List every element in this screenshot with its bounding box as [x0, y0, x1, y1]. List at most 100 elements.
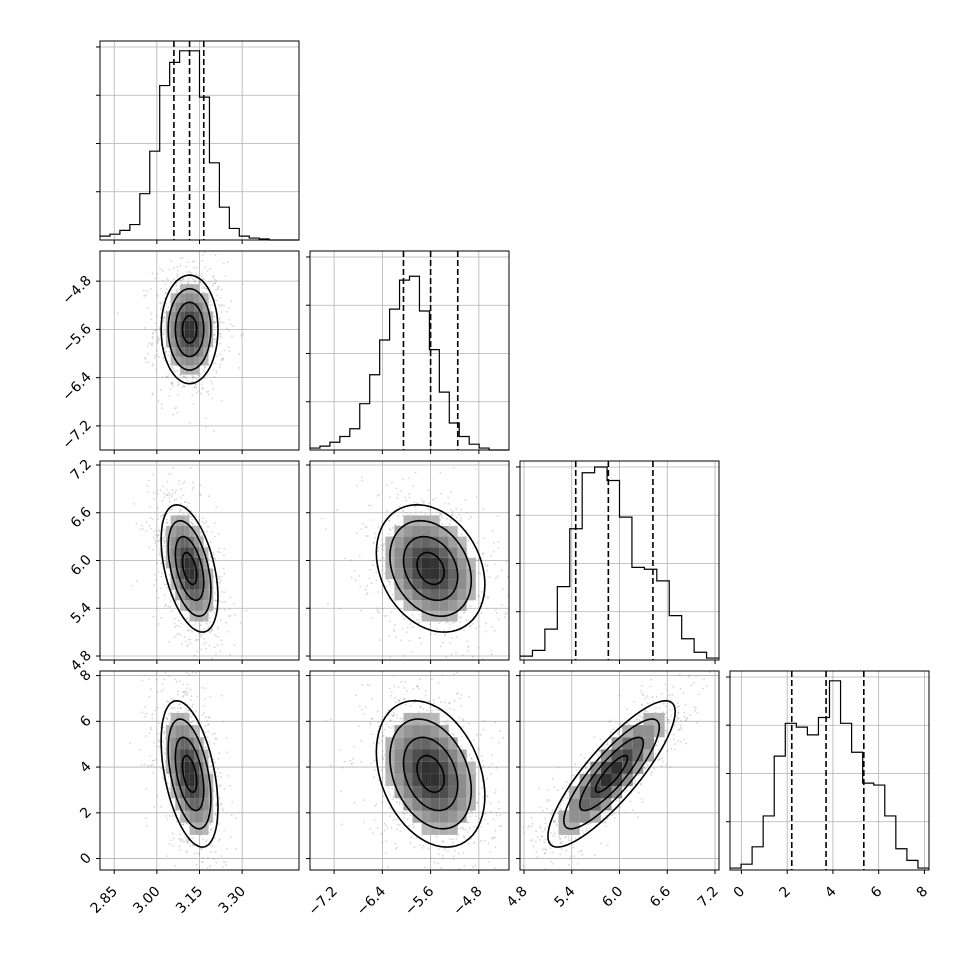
sample-point: [455, 693, 458, 695]
sample-point: [155, 277, 158, 280]
sample-point: [412, 826, 415, 828]
sample-point: [228, 350, 231, 353]
sample-point: [171, 384, 174, 387]
sample-point: [223, 349, 226, 352]
sample-point: [403, 812, 406, 815]
sample-point: [218, 547, 221, 550]
sample-point: [325, 528, 327, 531]
sample-point: [177, 711, 179, 713]
sample-point: [162, 538, 164, 540]
sample-point: [464, 828, 467, 831]
sample-point: [176, 265, 179, 268]
sample-point: [476, 802, 479, 805]
sample-point: [203, 251, 206, 254]
x-tick-label: 3.30: [216, 884, 249, 917]
sample-point: [222, 567, 225, 570]
sample-point: [380, 769, 383, 771]
sample-point: [491, 838, 494, 840]
sample-point: [218, 607, 220, 610]
sample-point: [219, 305, 222, 308]
sample-point: [216, 299, 219, 302]
sample-point: [218, 332, 221, 335]
sample-point: [148, 546, 151, 549]
panel-1-1: [306, 250, 510, 454]
sample-point: [359, 586, 362, 588]
density-cell: [421, 600, 431, 611]
sample-point: [169, 509, 172, 512]
sample-point: [448, 523, 451, 526]
sample-point: [182, 384, 185, 387]
sample-point: [228, 329, 231, 332]
sample-point: [149, 517, 152, 519]
sample-point: [400, 681, 403, 684]
sample-point: [150, 312, 153, 315]
sample-point: [201, 259, 204, 262]
sample-point: [222, 358, 225, 361]
sample-point: [472, 866, 474, 868]
sample-point: [449, 838, 452, 841]
sample-point: [494, 829, 497, 832]
sample-point: [196, 378, 199, 381]
sample-point: [163, 678, 166, 681]
sample-point: [382, 757, 385, 760]
sample-point: [163, 359, 166, 362]
sample-point: [199, 531, 202, 534]
density-cell: [189, 356, 195, 366]
sample-point: [175, 633, 178, 636]
sample-point: [213, 553, 216, 556]
sample-point: [489, 802, 492, 805]
sample-point: [144, 356, 147, 359]
density-cell: [184, 293, 190, 303]
sample-point: [219, 342, 221, 345]
sample-point: [167, 354, 170, 357]
sample-point: [199, 281, 202, 284]
sample-point: [199, 281, 202, 284]
sample-point: [162, 316, 165, 318]
x-tick-label: −5.6: [402, 883, 437, 918]
density-cell: [457, 589, 467, 601]
sample-point: [186, 282, 189, 285]
sample-point: [228, 318, 231, 321]
sample-point: [213, 326, 216, 328]
sample-point: [449, 623, 451, 625]
sample-point: [468, 827, 471, 830]
sample-point: [418, 637, 421, 639]
density-cell: [203, 320, 209, 330]
sample-point: [162, 556, 165, 559]
sample-point: [175, 284, 178, 287]
sample-point: [166, 480, 169, 483]
sample-point: [172, 837, 175, 840]
sample-point: [453, 855, 455, 858]
sample-point: [221, 643, 224, 646]
sample-point: [233, 644, 236, 646]
sample-point: [398, 699, 400, 701]
sample-point: [361, 476, 364, 478]
sample-point: [214, 535, 216, 538]
sample-point: [166, 521, 169, 524]
sample-point: [213, 320, 216, 323]
sample-point: [385, 614, 388, 617]
density-cell: [439, 737, 449, 750]
sample-point: [209, 610, 212, 613]
sample-point: [223, 304, 225, 307]
density-cell: [180, 365, 185, 375]
sample-point: [491, 736, 493, 739]
sample-point: [409, 705, 412, 707]
sample-point: [231, 801, 234, 803]
sample-point: [212, 274, 215, 277]
sample-point: [178, 680, 181, 682]
contour-level-2: [167, 287, 212, 371]
sample-point: [158, 539, 161, 542]
sample-point: [170, 697, 173, 700]
sample-point: [150, 688, 153, 690]
density-cell: [175, 725, 180, 738]
density-cell: [170, 761, 176, 774]
sample-point: [200, 648, 203, 651]
sample-point: [200, 636, 203, 638]
panel-2-2: [516, 460, 720, 664]
sample-point: [487, 596, 490, 599]
sample-point: [213, 742, 215, 745]
sample-point: [190, 466, 193, 469]
sample-point: [205, 746, 207, 749]
sample-point: [173, 499, 176, 501]
